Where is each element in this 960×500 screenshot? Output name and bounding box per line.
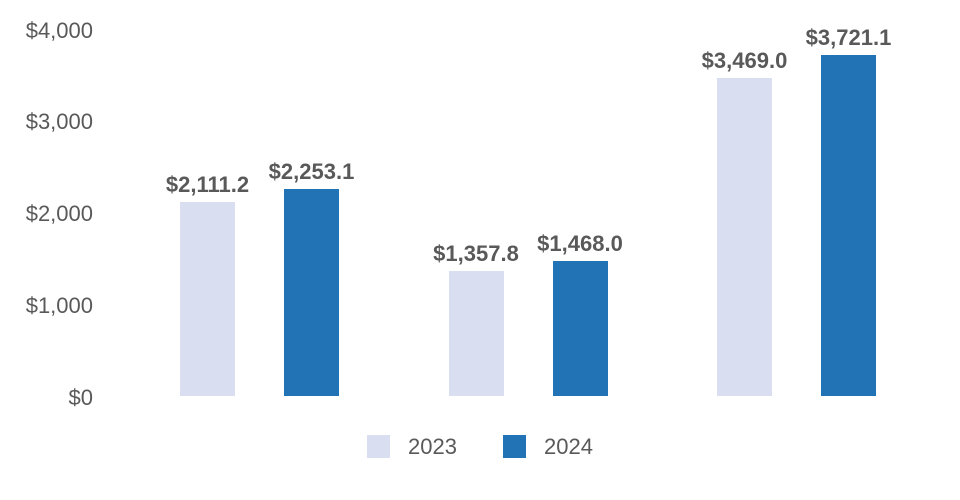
y-axis-tick-label: $0 (68, 384, 93, 410)
bar-value-label: $1,357.8 (433, 241, 519, 267)
bar-2024 (552, 261, 608, 396)
bar-value-label: $3,721.1 (805, 24, 892, 50)
bar-2023 (717, 77, 772, 396)
y-axis-tick-label: $3,000 (25, 109, 93, 135)
bar-value-label: $3,469.0 (701, 47, 788, 73)
legend-label: 2023 (408, 434, 457, 459)
bar-2024 (284, 189, 339, 396)
y-axis-tick-label: $2,000 (25, 201, 93, 226)
bar-2023 (448, 271, 504, 396)
legend-item-2023: 2023 (367, 435, 457, 458)
bar-2024 (821, 54, 876, 396)
bar-value-label: $2,253.1 (268, 159, 355, 185)
bar-2023 (180, 202, 235, 396)
y-axis-tick-label: $4,000 (25, 17, 93, 43)
legend-swatch-icon (367, 435, 391, 458)
y-axis-tick-label: $1,000 (25, 292, 93, 318)
legend: 2023 2024 (0, 435, 960, 458)
bar-value-label: $1,468.0 (537, 231, 623, 257)
bar-value-label: $2,111.2 (165, 172, 250, 198)
legend-label: 2024 (544, 434, 593, 459)
legend-item-2024: 2024 (503, 435, 593, 458)
legend-swatch-icon (503, 435, 526, 458)
